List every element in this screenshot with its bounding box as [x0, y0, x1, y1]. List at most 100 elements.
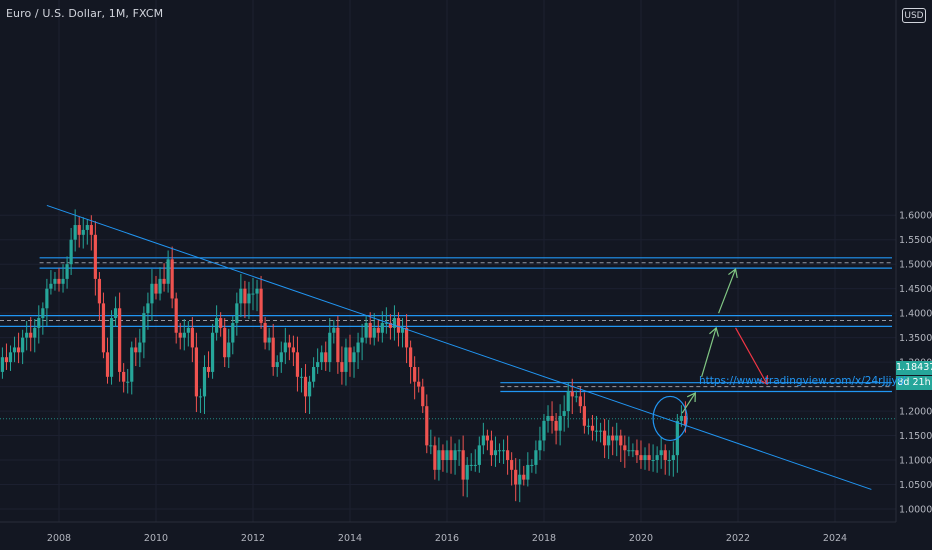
candle-body: [65, 264, 69, 279]
candle-body: [598, 430, 603, 432]
candle-body: [16, 347, 21, 353]
candle-body: [219, 318, 223, 328]
candle-body: [518, 474, 522, 485]
bar-countdown-tag: 8d 21h: [896, 376, 932, 390]
candle-body: [12, 347, 17, 353]
candle-body: [166, 259, 170, 284]
candle-body: [388, 322, 393, 328]
candle-body: [562, 411, 566, 416]
candle-body: [501, 450, 506, 452]
candle-body: [235, 303, 239, 323]
candle-body: [485, 435, 489, 441]
candle-body: [198, 396, 203, 398]
candle-body: [279, 352, 283, 363]
time-tick-label: 2020: [629, 533, 653, 544]
candle-body: [307, 381, 312, 397]
time-tick-label: 2018: [532, 533, 556, 544]
candle-body: [477, 445, 481, 465]
candle-body: [538, 440, 542, 451]
candle-body: [607, 435, 611, 446]
price-tick-label: 1.55000: [899, 235, 932, 246]
candle-body: [667, 460, 671, 462]
candle-body: [558, 415, 562, 431]
candle-body: [118, 308, 122, 372]
candle-body: [413, 367, 417, 382]
candle-body: [259, 288, 263, 323]
candle-body: [49, 283, 53, 289]
candle-body: [380, 322, 384, 333]
candle-body: [89, 225, 93, 235]
candle-body: [514, 469, 518, 485]
candle-body: [81, 229, 85, 235]
candle-body: [223, 327, 227, 358]
candle-body: [554, 420, 558, 431]
candle-body: [170, 259, 174, 299]
candle-body: [546, 415, 550, 421]
candle-body: [210, 332, 215, 372]
candle-body: [101, 303, 106, 353]
candle-body: [93, 234, 97, 279]
candle-body: [69, 239, 73, 265]
support-resistance-levels: [0, 257, 896, 420]
up-arrow-head: [686, 392, 696, 402]
descending-trendline: [46, 204, 872, 490]
candle-body: [227, 342, 231, 358]
candle-body: [473, 464, 477, 466]
candle-body: [332, 327, 336, 333]
candle-body: [275, 362, 279, 368]
candle-body: [344, 347, 348, 372]
candle-body: [206, 367, 211, 372]
candle-body: [683, 415, 688, 426]
candle-body: [461, 450, 465, 480]
candle-body: [352, 352, 356, 363]
snapshot-link[interactable]: https://www.tradingview.com/x/24rJjjyt/: [699, 375, 906, 387]
candle-body: [182, 332, 186, 338]
time-axis[interactable]: 2008 2010 2012 2014 2016 2018 2020 2022 2024: [0, 521, 896, 544]
candle-body: [295, 352, 300, 377]
candle-body: [578, 396, 582, 407]
candle-body: [433, 445, 437, 470]
candle-body: [590, 425, 595, 431]
candle-body: [409, 347, 413, 368]
price-tick-label: 1.40000: [899, 309, 932, 320]
price-axis[interactable]: 1.000001.050001.100001.150001.200001.250…: [895, 0, 932, 522]
candle-body: [174, 298, 178, 333]
candle-body: [469, 464, 473, 466]
candle-body: [619, 435, 623, 446]
candle-body: [356, 342, 360, 353]
candle-body: [57, 278, 61, 284]
highlight-circle: [652, 395, 688, 442]
time-tick-label: 2016: [435, 533, 459, 544]
candle-body: [45, 288, 49, 309]
candle-body: [134, 347, 138, 353]
candle-body: [77, 225, 81, 235]
candle-body: [73, 225, 77, 240]
price-tick-label: 1.15000: [899, 431, 932, 442]
candle-body: [631, 450, 635, 452]
time-tick-label: 2008: [47, 533, 71, 544]
candle-body: [534, 450, 538, 465]
price-tick-label: 1.45000: [899, 284, 932, 295]
candle-body: [445, 450, 449, 461]
price-tick-label: 1.10000: [899, 456, 932, 467]
candle-body: [190, 327, 194, 348]
candle-body: [453, 450, 457, 461]
price-tick-label: 1.05000: [899, 480, 932, 491]
time-tick-label: 2022: [726, 533, 750, 544]
candle-body: [671, 455, 675, 461]
candle-body: [85, 225, 89, 230]
candle-body: [194, 347, 199, 397]
price-tick-label: 1.50000: [899, 260, 932, 271]
candle-body: [647, 455, 651, 461]
candle-body: [105, 352, 110, 377]
currency-button[interactable]: USD: [902, 8, 926, 23]
candle-body: [146, 303, 150, 314]
candle-body: [530, 464, 534, 466]
chart-grid: [0, 0, 896, 522]
candle-body: [550, 415, 554, 421]
time-tick-label: 2012: [241, 533, 265, 544]
candle-body: [404, 327, 409, 348]
candle-body: [364, 322, 368, 338]
candle-body: [457, 450, 461, 452]
